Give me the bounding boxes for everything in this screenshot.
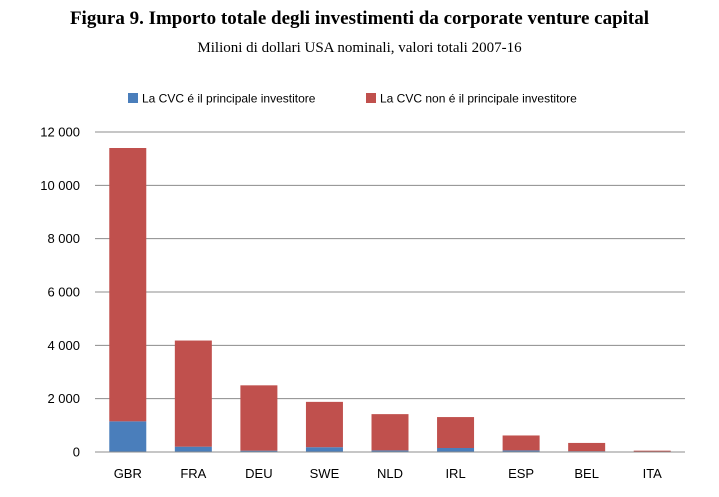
bar-nld-series-1	[371, 450, 409, 452]
y-tick-label: 8 000	[47, 231, 80, 246]
legend-label: La CVC é il principale investitore	[142, 92, 316, 106]
x-axis: GBR FRA DEU SWE NLD IRL ESP BEL ITA	[95, 451, 685, 481]
y-tick-label: 10 000	[40, 178, 80, 193]
x-tick-label: ESP	[508, 466, 534, 481]
y-tick-label: 6 000	[47, 285, 80, 300]
y-tick-label: 0	[73, 445, 80, 460]
bar-gbr-series-2	[109, 148, 147, 422]
y-tick-label: 4 000	[47, 338, 80, 353]
bar-swe-series-1	[305, 447, 343, 452]
y-tick-label: 12 000	[40, 125, 80, 140]
bar-irl-series-2	[437, 417, 475, 448]
x-tick-label: GBR	[114, 466, 142, 481]
bar-fra-series-2	[174, 340, 212, 447]
bar-nld-series-2	[371, 414, 409, 451]
y-axis: 0 2 000 4 000 6 000 8 000 10 000 12 000	[40, 125, 80, 460]
legend-label: La CVC non é il principale investitore	[380, 92, 577, 106]
x-tick-label: NLD	[377, 466, 403, 481]
x-tick-label: BEL	[574, 466, 599, 481]
bar-bel-series-2	[568, 442, 606, 452]
bars	[109, 148, 671, 452]
x-tick-label: DEU	[245, 466, 272, 481]
legend-swatch	[128, 93, 138, 103]
bar-ita-series-2	[633, 450, 671, 452]
bar-irl-series-1	[437, 448, 475, 452]
bar-fra-series-1	[174, 446, 212, 452]
chart-subtitle: Milioni di dollari USA nominali, valori …	[197, 40, 522, 56]
x-tick-label: IRL	[445, 466, 465, 481]
bar-deu-series-2	[240, 385, 278, 451]
bar-esp-series-1	[502, 450, 540, 452]
bar-gbr-series-1	[109, 421, 147, 452]
x-tick-label: ITA	[643, 466, 663, 481]
chart-title: Figura 9. Importo totale degli investime…	[69, 8, 650, 29]
bar-swe-series-2	[305, 401, 343, 448]
x-tick-label: SWE	[310, 466, 340, 481]
bar-deu-series-1	[240, 450, 278, 452]
y-tick-label: 2 000	[47, 391, 80, 406]
x-tick-label: FRA	[180, 466, 206, 481]
legend-swatch	[366, 93, 376, 103]
legend: La CVC é il principale investitore La CVC…	[128, 92, 577, 106]
bar-esp-series-2	[502, 435, 540, 451]
